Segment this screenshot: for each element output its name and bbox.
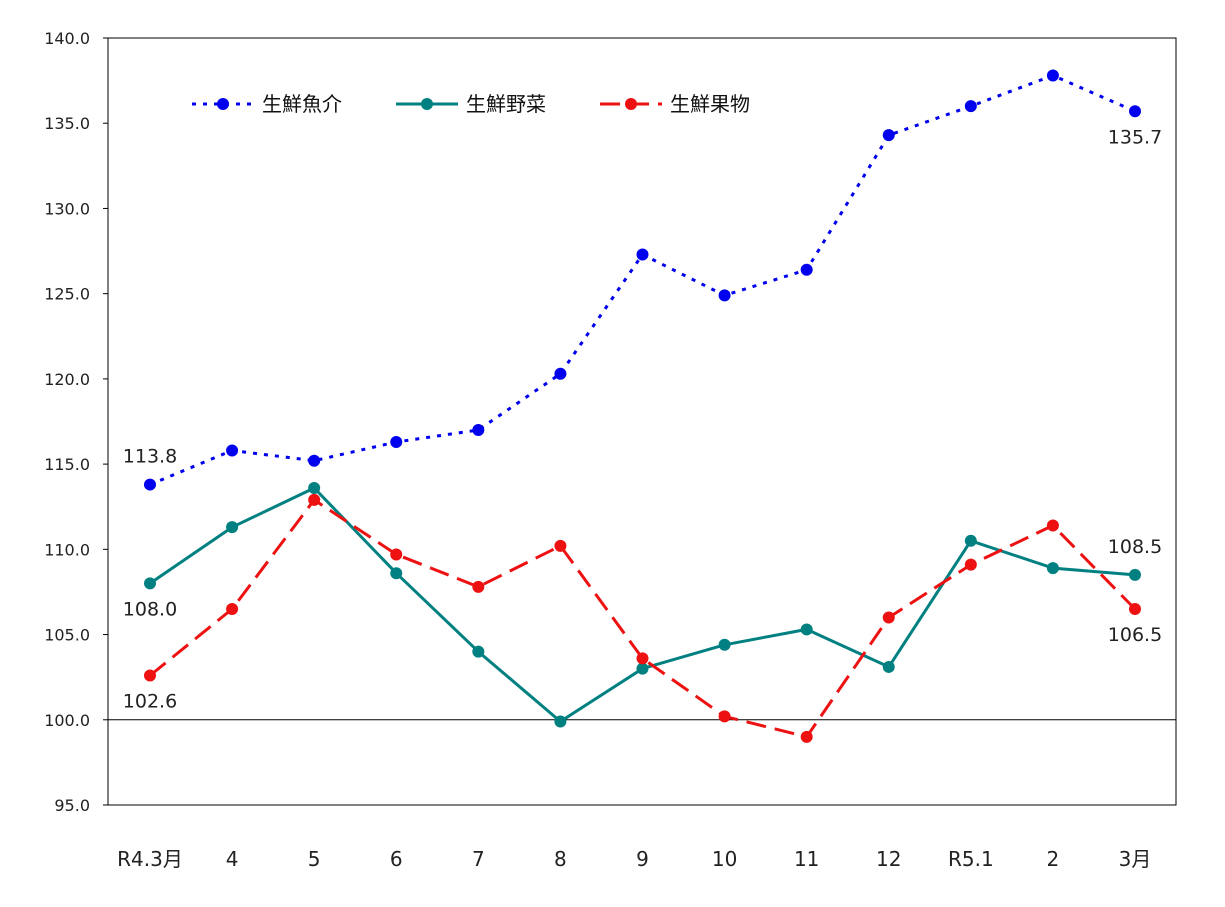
- x-axis-labels: R4.3月 4 5 6 7 8 9 10 11 12 R5.1 2 3月: [117, 847, 1151, 871]
- data-label: 102.6: [123, 690, 177, 712]
- data-point: [800, 623, 813, 636]
- y-tick-label: 125.0: [44, 285, 90, 304]
- legend-label: 生鮮魚介: [262, 92, 342, 116]
- data-labels: 113.8 135.7 108.0 108.5 102.6 106.5: [123, 126, 1162, 712]
- x-category-label: 4: [226, 847, 239, 871]
- data-point: [554, 539, 567, 552]
- data-point: [554, 367, 567, 380]
- data-point: [636, 652, 649, 665]
- data-point: [636, 248, 649, 261]
- data-point: [308, 454, 321, 467]
- data-point: [964, 100, 977, 113]
- y-tick-label: 130.0: [44, 199, 90, 218]
- series-group: [144, 69, 1141, 743]
- data-label: 108.5: [1108, 536, 1162, 558]
- y-tick-label: 140.0: [44, 29, 90, 48]
- y-tick-label: 110.0: [44, 540, 90, 559]
- legend-item: 生鮮果物: [600, 92, 750, 116]
- data-point: [882, 660, 895, 673]
- series-2: [144, 493, 1141, 743]
- data-point: [1046, 562, 1059, 575]
- data-point: [1129, 602, 1141, 615]
- data-point: [144, 669, 156, 682]
- data-point: [800, 730, 813, 743]
- plot-area-frame: [107, 37, 1177, 806]
- y-tick-label: 120.0: [44, 370, 90, 389]
- data-point: [472, 424, 485, 437]
- data-point: [390, 548, 403, 561]
- data-point: [718, 710, 731, 723]
- series-1: [144, 481, 1141, 728]
- y-tick-label: 105.0: [44, 626, 90, 645]
- data-point: [226, 444, 239, 457]
- series-line: [149, 498, 1137, 739]
- data-point: [1129, 105, 1141, 118]
- data-point: [308, 481, 321, 494]
- data-point: [1046, 519, 1059, 532]
- series-0: [144, 69, 1141, 491]
- data-point: [472, 580, 485, 593]
- data-point: [964, 534, 977, 547]
- x-category-label: 2: [1047, 847, 1060, 871]
- x-category-label: R4.3月: [117, 847, 183, 871]
- legend-marker: [217, 98, 229, 110]
- x-category-label: 6: [390, 847, 403, 871]
- data-point: [882, 611, 895, 624]
- legend-marker: [625, 98, 637, 110]
- legend-item: 生鮮魚介: [192, 92, 342, 116]
- data-point: [882, 129, 895, 142]
- y-tick-label: 100.0: [44, 711, 90, 730]
- data-point: [1046, 69, 1059, 82]
- data-point: [718, 289, 731, 302]
- series-line: [149, 74, 1136, 486]
- y-tick-label: 95.0: [54, 796, 90, 815]
- x-category-label: R5.1: [948, 847, 994, 871]
- x-category-label: 8: [554, 847, 567, 871]
- data-point: [1129, 568, 1141, 581]
- data-point: [800, 263, 813, 276]
- data-point: [472, 645, 485, 658]
- x-category-label: 9: [636, 847, 649, 871]
- data-point: [390, 435, 403, 448]
- data-label: 108.0: [123, 598, 177, 620]
- data-point: [226, 602, 239, 615]
- x-category-label: 7: [472, 847, 485, 871]
- data-point: [964, 558, 977, 571]
- data-label: 113.8: [123, 446, 177, 468]
- data-label: 106.5: [1108, 624, 1162, 646]
- x-category-label: 10: [712, 847, 737, 871]
- data-label: 135.7: [1108, 126, 1162, 148]
- y-axis-ticks: 95.0 100.0 105.0 110.0 115.0 120.0 125.0 130.0 1…: [44, 29, 108, 815]
- x-category-label: 11: [794, 847, 819, 871]
- data-point: [390, 567, 403, 580]
- data-point: [226, 521, 239, 534]
- x-category-label: 12: [876, 847, 901, 871]
- y-tick-label: 115.0: [44, 455, 90, 474]
- data-point: [554, 715, 567, 728]
- legend-label: 生鮮野菜: [466, 92, 546, 116]
- x-category-label: 3月: [1119, 847, 1152, 871]
- legend: 生鮮魚介 生鮮野菜 生鮮果物: [192, 92, 750, 116]
- y-tick-label: 135.0: [44, 114, 90, 133]
- data-point: [144, 577, 156, 590]
- data-point: [144, 478, 156, 491]
- data-point: [718, 638, 731, 651]
- data-point: [636, 662, 649, 675]
- data-point: [308, 493, 321, 506]
- legend-label: 生鮮果物: [670, 92, 750, 116]
- x-category-label: 5: [308, 847, 321, 871]
- legend-item: 生鮮野菜: [396, 92, 546, 116]
- legend-marker: [421, 98, 433, 110]
